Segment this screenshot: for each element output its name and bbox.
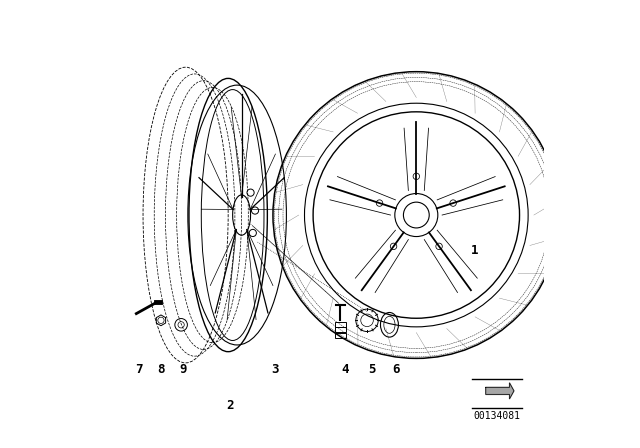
Bar <box>335 322 346 327</box>
Circle shape <box>390 243 397 250</box>
Bar <box>335 327 346 332</box>
Bar <box>335 333 346 338</box>
Circle shape <box>450 200 456 207</box>
Circle shape <box>413 173 420 180</box>
Text: 6: 6 <box>392 363 400 376</box>
Text: 7: 7 <box>135 363 142 376</box>
Text: 2: 2 <box>227 399 234 412</box>
Circle shape <box>403 202 429 228</box>
Text: 00134081: 00134081 <box>474 411 520 421</box>
Text: 9: 9 <box>180 363 187 376</box>
Text: 4: 4 <box>341 363 348 376</box>
Circle shape <box>436 243 442 250</box>
Circle shape <box>376 200 383 207</box>
Text: 3: 3 <box>271 363 279 376</box>
Polygon shape <box>486 383 514 399</box>
Text: 1: 1 <box>471 244 478 258</box>
Text: 5: 5 <box>368 363 375 376</box>
Text: 8: 8 <box>157 363 164 376</box>
